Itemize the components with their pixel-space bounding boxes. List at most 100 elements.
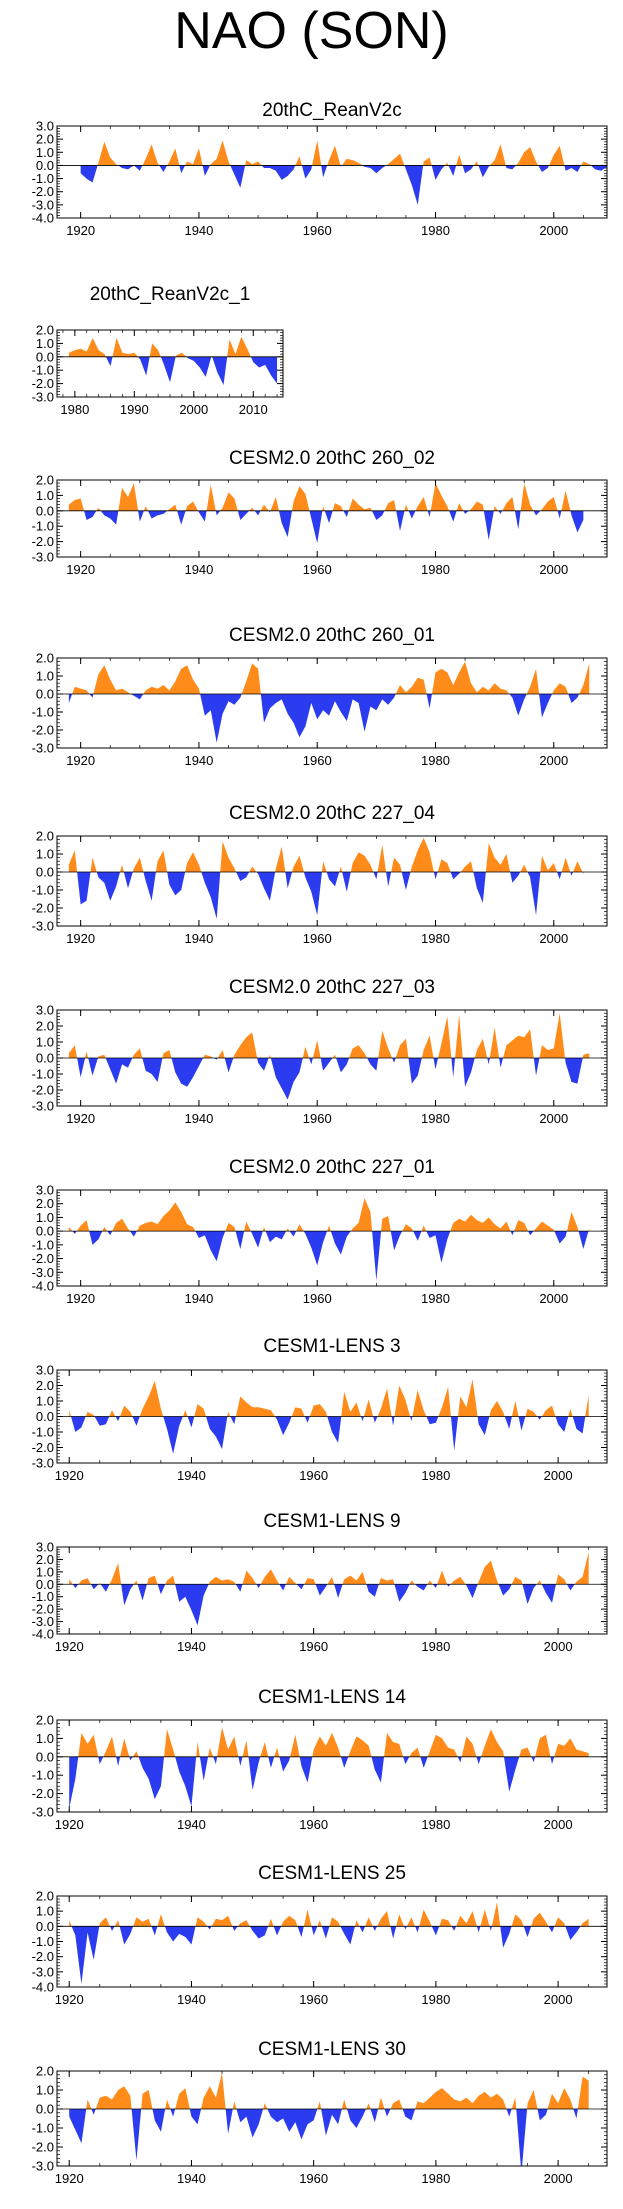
y-tick-label: 0.0 — [36, 503, 54, 518]
negative-area — [69, 1756, 555, 1809]
y-tick-label: -3.0 — [32, 741, 54, 756]
y-tick-label: 0.0 — [36, 1749, 54, 1764]
y-tick-label: -3.0 — [32, 550, 54, 565]
x-tick-label: 1980 — [421, 753, 450, 768]
y-tick-label: 0.0 — [36, 1919, 54, 1934]
x-tick-label: 1920 — [55, 2171, 84, 2186]
x-tick-label: 2000 — [544, 1992, 573, 2007]
y-tick-label: -4.0 — [32, 211, 54, 226]
x-tick-label: 1960 — [303, 562, 332, 577]
y-tick-label: -2.0 — [32, 184, 54, 199]
y-tick-label: -2.0 — [32, 1440, 54, 1455]
chart-panel-0: 20thC_ReanV2c 3.02.01.00.0-1.0-2.0-3.0-4.… — [32, 100, 608, 238]
chart-panel-5: CESM2.0 20thC 227_03 3.02.01.00.0-1.0-2.0… — [32, 977, 608, 1126]
negative-area — [77, 1058, 583, 1100]
y-tick-label: -3.0 — [32, 1456, 54, 1471]
y-tick-label: -4.0 — [32, 1980, 54, 1995]
y-tick-label: -2.0 — [32, 1083, 54, 1098]
x-tick-label: 2000 — [539, 562, 568, 577]
positive-area — [69, 1379, 589, 1417]
y-tick-label: 0.0 — [36, 2102, 54, 2117]
series-fills — [69, 2072, 589, 2166]
x-tick-label: 1980 — [421, 1111, 450, 1126]
y-tick-label: -4.0 — [32, 1627, 54, 1642]
chart-title: CESM2.0 20thC 227_04 — [229, 803, 435, 824]
y-tick-label: 3.0 — [36, 1183, 54, 1198]
y-tick-label: 2.0 — [36, 1713, 54, 1728]
y-tick-label: 1.0 — [36, 336, 54, 351]
series-fills — [69, 1727, 589, 1809]
x-tick-label: 1980 — [421, 1992, 450, 2007]
y-tick-label: -3.0 — [32, 1614, 54, 1629]
y-tick-label: 2.0 — [36, 1552, 54, 1567]
x-tick-label: 2000 — [544, 1468, 573, 1483]
x-tick-label: 1940 — [177, 2171, 206, 2186]
x-tick-label: 1940 — [177, 1639, 206, 1654]
y-tick-label: 1.0 — [36, 145, 54, 160]
x-tick-label: 1980 — [421, 1291, 450, 1306]
y-tick-label: -3.0 — [32, 919, 54, 934]
x-tick-label: 1960 — [303, 1111, 332, 1126]
y-tick-label: 1.0 — [36, 669, 54, 684]
y-tick-label: -1.0 — [32, 1067, 54, 1082]
y-tick-label: -2.0 — [32, 1602, 54, 1617]
series-fills — [68, 336, 278, 385]
y-tick-label: -1.0 — [32, 2121, 54, 2136]
negative-area — [71, 1926, 581, 1984]
x-tick-label: 2000 — [179, 402, 208, 417]
y-tick-label: 1.0 — [36, 1904, 54, 1919]
x-tick-label: 1960 — [299, 1992, 328, 2007]
y-tick-label: -3.0 — [32, 1099, 54, 1114]
y-tick-label: 1.0 — [36, 1394, 54, 1409]
y-tick-label: 0.0 — [36, 1577, 54, 1592]
y-tick-label: -2.0 — [32, 1786, 54, 1801]
y-tick-label: -1.0 — [32, 519, 54, 534]
series-fills — [69, 1902, 589, 1984]
x-tick-label: 1940 — [177, 1817, 206, 1832]
y-tick-label: 2.0 — [36, 1196, 54, 1211]
y-tick-label: -3.0 — [32, 390, 54, 405]
x-tick-label: 1920 — [66, 223, 95, 238]
x-tick-label: 1920 — [66, 1111, 95, 1126]
x-tick-label: 1960 — [303, 223, 332, 238]
x-tick-label: 1960 — [303, 931, 332, 946]
plot-frame — [56, 1719, 608, 1813]
chart-title: 20thC_ReanV2c — [262, 100, 401, 121]
chart-title: CESM1-LENS 3 — [263, 1336, 400, 1357]
y-tick-label: -2.0 — [32, 1949, 54, 1964]
positive-area — [72, 661, 590, 694]
negative-area — [69, 2109, 578, 2166]
page-title: NAO (SON) — [174, 2, 449, 60]
positive-area — [69, 1551, 589, 1585]
x-tick-label: 1940 — [184, 223, 213, 238]
positive-area — [68, 1013, 590, 1058]
negative-area — [72, 1231, 589, 1281]
chart-panel-1: 20thC_ReanV2c_1 2.01.00.0-1.0-2.0-3.0 1980… — [32, 284, 284, 417]
y-tick-label: 2.0 — [36, 651, 54, 666]
chart-title: CESM2.0 20thC 260_02 — [229, 448, 435, 469]
x-tick-label: 1940 — [184, 1111, 213, 1126]
y-tick-label: 3.0 — [36, 1540, 54, 1555]
y-tick-label: 2.0 — [36, 1019, 54, 1034]
y-tick-label: 2.0 — [36, 132, 54, 147]
y-tick-label: -1.0 — [32, 171, 54, 186]
chart-title: CESM2.0 20thC 260_01 — [229, 625, 435, 646]
positive-area — [68, 1198, 590, 1232]
y-tick-label: 2.0 — [36, 829, 54, 844]
chart-panel-8: CESM1-LENS 9 3.02.01.00.0-1.0-2.0-3.0-4.0… — [32, 1511, 608, 1654]
chart-title: CESM1-LENS 25 — [258, 1863, 406, 1884]
chart-title: CESM2.0 20thC 227_01 — [229, 1157, 435, 1178]
y-tick-label: 1.0 — [36, 2083, 54, 2098]
series-fills — [68, 837, 584, 919]
x-tick-label: 1960 — [299, 1639, 328, 1654]
plot-frame — [56, 479, 608, 558]
y-tick-label: 0.0 — [36, 1051, 54, 1066]
y-tick-label: -1.0 — [32, 705, 54, 720]
x-tick-label: 1940 — [184, 1291, 213, 1306]
negative-area — [105, 356, 278, 385]
x-tick-label: 1980 — [421, 1817, 450, 1832]
y-tick-label: -1.0 — [32, 363, 54, 378]
y-tick-label: -3.0 — [32, 1265, 54, 1280]
negative-area — [84, 510, 584, 544]
